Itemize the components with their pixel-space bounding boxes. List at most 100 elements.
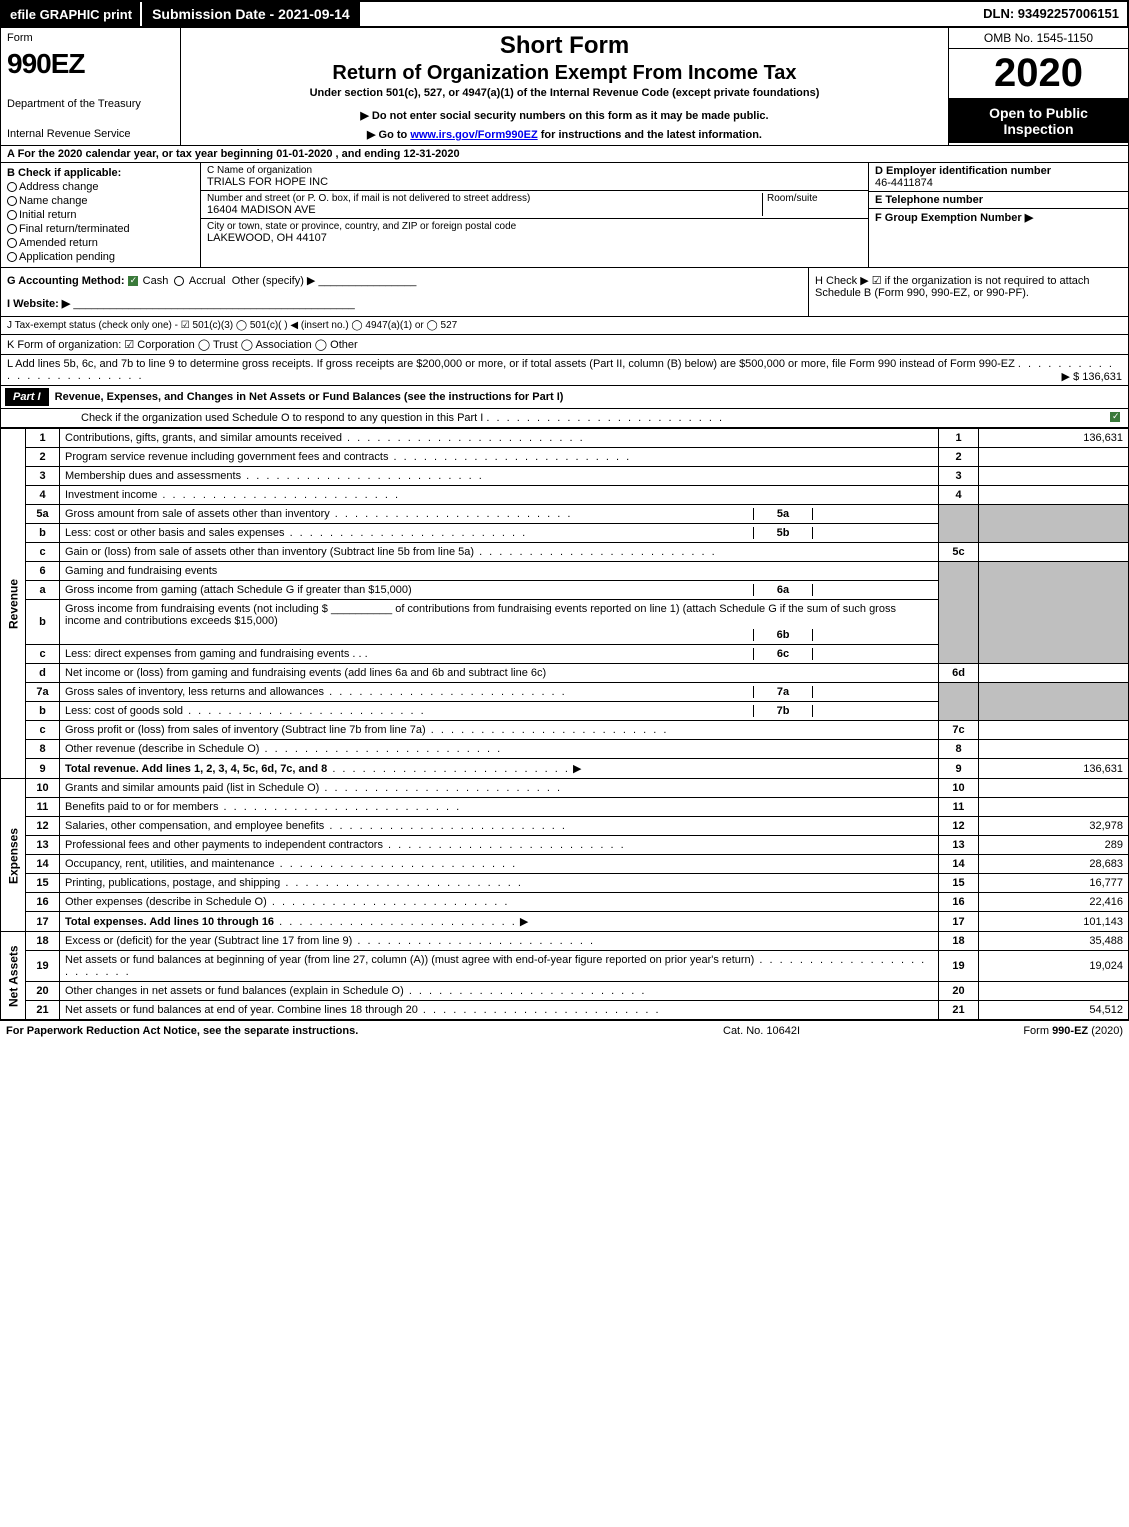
addr-cell: Number and street (or P. O. box, if mail… xyxy=(201,191,868,219)
main-grid: Revenue 1 Contributions, gifts, grants, … xyxy=(0,428,1129,1020)
line-amount: 19,024 xyxy=(979,951,1129,982)
line-amount xyxy=(979,721,1129,740)
section-b: B Check if applicable: Address change Na… xyxy=(1,163,201,267)
cb-final-return[interactable]: Final return/terminated xyxy=(7,223,194,235)
part1-check-text: Check if the organization used Schedule … xyxy=(81,412,483,424)
line-amount xyxy=(979,486,1129,505)
line-num: 10 xyxy=(26,779,60,798)
form-label: Form xyxy=(7,32,174,44)
line-num: c xyxy=(26,543,60,562)
line-text: Investment income xyxy=(60,486,939,505)
line-amount xyxy=(979,448,1129,467)
line-num: 12 xyxy=(26,817,60,836)
org-name-label: C Name of organization xyxy=(207,165,862,176)
line-num: 15 xyxy=(26,874,60,893)
line-num: 9 xyxy=(26,759,60,779)
line-amount xyxy=(979,798,1129,817)
cb-label: Name change xyxy=(19,195,88,207)
accrual-label: Accrual xyxy=(189,275,226,287)
cb-address-change[interactable]: Address change xyxy=(7,181,194,193)
expenses-side-label: Expenses xyxy=(1,779,26,932)
line-amount: 32,978 xyxy=(979,817,1129,836)
line-num: a xyxy=(26,581,60,600)
line-text: Gross profit or (loss) from sales of inv… xyxy=(60,721,939,740)
line-num: 13 xyxy=(26,836,60,855)
phone-cell: E Telephone number xyxy=(869,192,1128,209)
line-col: 4 xyxy=(939,486,979,505)
line-text: Professional fees and other payments to … xyxy=(60,836,939,855)
row-a-tax-year: A For the 2020 calendar year, or tax yea… xyxy=(0,146,1129,163)
line-col: 6d xyxy=(939,664,979,683)
cb-cash[interactable] xyxy=(128,276,138,286)
tax-year: 2020 xyxy=(949,49,1128,99)
org-name: TRIALS FOR HOPE INC xyxy=(207,176,862,188)
line-num: 2 xyxy=(26,448,60,467)
line-num: d xyxy=(26,664,60,683)
line-text: Net assets or fund balances at beginning… xyxy=(60,951,939,982)
city-value: LAKEWOOD, OH 44107 xyxy=(207,232,862,244)
line-text: Gross income from fundraising events (no… xyxy=(60,600,939,645)
cb-initial-return[interactable]: Initial return xyxy=(7,209,194,221)
section-c: C Name of organization TRIALS FOR HOPE I… xyxy=(201,163,868,267)
section-j: J Tax-exempt status (check only one) - ☑… xyxy=(0,317,1129,335)
dots xyxy=(486,412,724,424)
short-form-title: Short Form xyxy=(189,32,940,60)
dln-label: DLN: 93492257006151 xyxy=(975,2,1127,26)
line-text: Gain or (loss) from sale of assets other… xyxy=(60,543,939,562)
addr-value: 16404 MADISON AVE xyxy=(207,204,762,216)
line-text: Other revenue (describe in Schedule O) xyxy=(60,740,939,759)
line-amount xyxy=(979,467,1129,486)
line-amount xyxy=(979,740,1129,759)
cb-label: Amended return xyxy=(19,237,98,249)
line-num: 16 xyxy=(26,893,60,912)
cb-name-change[interactable]: Name change xyxy=(7,195,194,207)
line-col: 10 xyxy=(939,779,979,798)
page-footer: For Paperwork Reduction Act Notice, see … xyxy=(0,1020,1129,1041)
line-amount xyxy=(979,664,1129,683)
cb-schedule-o[interactable] xyxy=(1110,412,1120,422)
line-text: Less: cost or other basis and sales expe… xyxy=(60,524,939,543)
line-text: Gaming and fundraising events xyxy=(60,562,939,581)
line-amount: 101,143 xyxy=(979,912,1129,932)
line-amount: 289 xyxy=(979,836,1129,855)
submission-date-button[interactable]: Submission Date - 2021-09-14 xyxy=(142,2,360,26)
line-text: Contributions, gifts, grants, and simila… xyxy=(60,429,939,448)
header-right: OMB No. 1545-1150 2020 Open to Public In… xyxy=(948,28,1128,145)
line-col: 16 xyxy=(939,893,979,912)
cb-application-pending[interactable]: Application pending xyxy=(7,251,194,263)
line-num: b xyxy=(26,524,60,543)
efile-print-button[interactable]: efile GRAPHIC print xyxy=(2,2,142,26)
section-b-title: B Check if applicable: xyxy=(7,167,194,179)
line-text: Salaries, other compensation, and employ… xyxy=(60,817,939,836)
shade-cell xyxy=(979,562,1129,664)
line-text: Printing, publications, postage, and shi… xyxy=(60,874,939,893)
line-amount: 22,416 xyxy=(979,893,1129,912)
part1-title: Revenue, Expenses, and Changes in Net As… xyxy=(55,391,564,403)
footer-right: Form 990-EZ (2020) xyxy=(923,1025,1123,1037)
section-i: I Website: ▶ ___________________________… xyxy=(7,297,802,310)
dept-treasury: Department of the Treasury xyxy=(7,98,174,110)
line-col: 14 xyxy=(939,855,979,874)
line-num: c xyxy=(26,721,60,740)
line-amount: 54,512 xyxy=(979,1001,1129,1020)
g-label: G Accounting Method: xyxy=(7,275,125,287)
group-cell: F Group Exemption Number ▶ xyxy=(869,209,1128,267)
line-col: 7c xyxy=(939,721,979,740)
cb-amended[interactable]: Amended return xyxy=(7,237,194,249)
line-text: Gross sales of inventory, less returns a… xyxy=(60,683,939,702)
block-bcdef: B Check if applicable: Address change Na… xyxy=(0,163,1129,268)
line-text: Total revenue. Add lines 1, 2, 3, 4, 5c,… xyxy=(60,759,939,779)
line-text: Total expenses. Add lines 10 through 16 … xyxy=(60,912,939,932)
other-label: Other (specify) ▶ xyxy=(232,275,316,287)
topbar-spacer xyxy=(360,2,975,26)
section-k: K Form of organization: ☑ Corporation ◯ … xyxy=(0,335,1129,355)
line-num: 20 xyxy=(26,982,60,1001)
l-text: L Add lines 5b, 6c, and 7b to line 9 to … xyxy=(7,358,1015,370)
line-col: 11 xyxy=(939,798,979,817)
line-col: 13 xyxy=(939,836,979,855)
line-amount: 35,488 xyxy=(979,932,1129,951)
line-amount: 16,777 xyxy=(979,874,1129,893)
cb-accrual[interactable] xyxy=(174,276,184,286)
irs-link[interactable]: www.irs.gov/Form990EZ xyxy=(410,129,537,141)
line-col: 18 xyxy=(939,932,979,951)
